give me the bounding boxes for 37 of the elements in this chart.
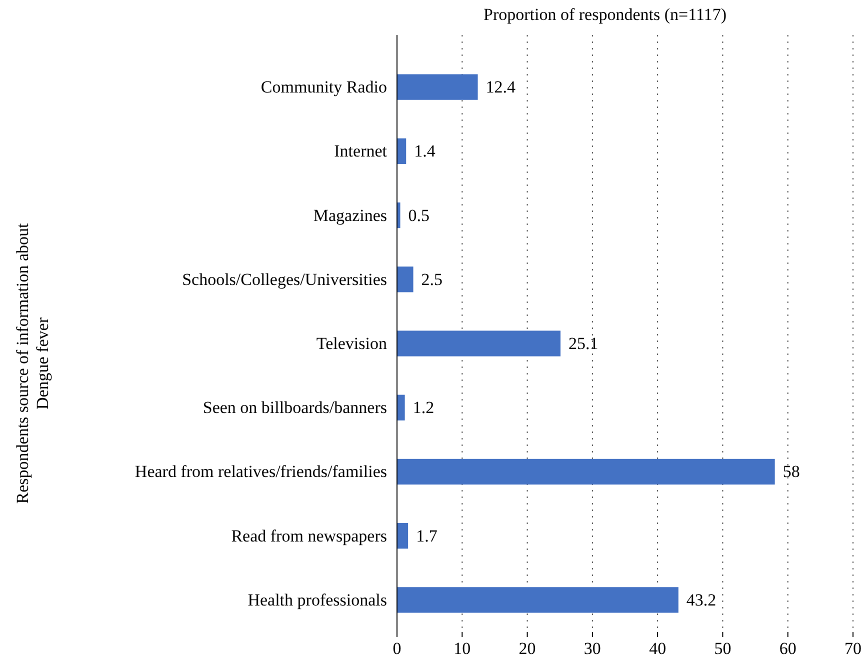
x-tick-label: 60 (779, 639, 796, 658)
bar (397, 523, 408, 549)
bar (397, 202, 400, 228)
y-tick-label: Magazines (313, 206, 387, 225)
data-label: 2.5 (421, 270, 443, 289)
x-axis-title: Proportion of respondents (n=1117) (484, 5, 726, 24)
x-tick-label: 70 (844, 639, 862, 658)
data-label: 1.4 (414, 142, 436, 161)
x-tick-label: 20 (518, 639, 536, 658)
bar (397, 330, 561, 356)
bar (397, 394, 405, 420)
y-tick-label: Health professionals (248, 590, 387, 610)
y-tick-label: Heard from relatives/friends/families (134, 462, 387, 482)
data-label: 0.5 (408, 206, 430, 225)
bar (397, 458, 775, 485)
data-label: 1.2 (412, 398, 434, 418)
y-axis-title: Respondents source of information about Dengue fever (13, 223, 52, 504)
y-tick-label: Schools/Colleges/Universities (182, 270, 387, 289)
y-tick-label: Internet (334, 142, 388, 161)
x-tick-label: 50 (714, 639, 732, 658)
y-tick-label: Read from newspapers (231, 526, 387, 546)
x-tick-label: 30 (584, 639, 601, 658)
x-tick-label: 0 (392, 639, 402, 658)
y-tick-label: Television (316, 334, 388, 353)
x-tick-label: 10 (454, 639, 471, 658)
y-tick-label: Seen on billboards/banners (202, 398, 387, 418)
bar (397, 266, 414, 292)
x-tick-label: 40 (649, 639, 666, 658)
data-label: 58 (782, 462, 800, 482)
y-tick-label: Community Radio (260, 78, 387, 97)
data-label: 43.2 (686, 590, 716, 610)
bar (397, 587, 678, 613)
data-label: 1.7 (416, 526, 438, 546)
data-label: 25.1 (568, 334, 598, 353)
bar (397, 138, 406, 164)
bar (397, 74, 478, 100)
data-label: 12.4 (486, 78, 516, 97)
